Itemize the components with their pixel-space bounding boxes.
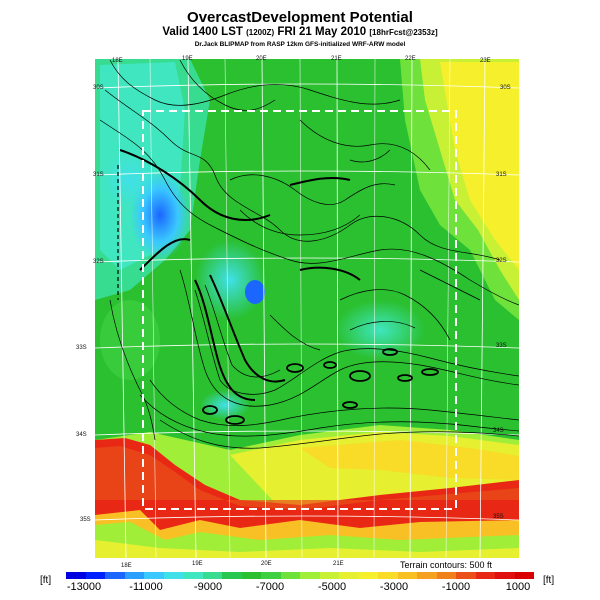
color-swatch (261, 572, 281, 579)
unit-label-left: [ft] (40, 575, 52, 586)
color-scale-tick-label: -13000 (66, 581, 102, 593)
color-swatch (202, 572, 222, 579)
color-scale-tick-label: -3000 (379, 581, 409, 593)
field-cyan-patch-south (200, 390, 250, 420)
field-green-west (100, 300, 160, 380)
color-swatch (397, 572, 417, 579)
color-swatch (436, 572, 456, 579)
field-yellow-northeast (440, 62, 519, 270)
top-lon-label-1: 18E (112, 58, 123, 64)
map-title: OvercastDevelopment Potential (187, 9, 413, 26)
right-lat-label-2: 31S (496, 172, 507, 178)
top-lon-label-6: 23E (480, 58, 491, 64)
color-swatch (222, 572, 242, 579)
inner-domain-box (142, 110, 457, 510)
right-lat-label-1: 30S (500, 85, 511, 91)
color-swatch (456, 572, 476, 579)
top-lon-label-4: 21E (331, 56, 342, 62)
color-swatch (339, 572, 359, 579)
color-swatch (66, 572, 86, 579)
color-scale-tick-label: -11000 (129, 581, 163, 593)
color-scale-tick-label: -5000 (317, 581, 347, 593)
bottom-lon-label-4: 21E (333, 561, 344, 567)
valid-forecast: [18hrFcst@2353z] (369, 28, 438, 37)
color-swatch (417, 572, 437, 579)
left-lat-label-5: 34S (76, 432, 87, 438)
terrain-contours-bold (119, 149, 361, 401)
field-green-strip (95, 522, 519, 558)
valid-date: FRI 21 May 2010 (277, 26, 367, 38)
model-credit: Dr.Jack BLIPMAP from RASP 12km GFS-initi… (194, 41, 406, 48)
color-swatch (319, 572, 339, 579)
terrain-peaks (202, 348, 439, 425)
left-lat-label-4: 33S (76, 345, 87, 351)
left-lat-label-1: 30S (93, 85, 104, 91)
bottom-lon-label-1: 18E (121, 563, 132, 569)
top-lon-label-5: 22E (405, 56, 416, 62)
color-swatch (241, 572, 261, 579)
unit-label-right: [ft] (543, 575, 555, 586)
right-lat-label-6: 35S (493, 514, 504, 520)
color-scale-tick-label: 1000 (505, 581, 531, 593)
terrain-contours (99, 59, 519, 449)
color-scale-tick-label: -7000 (255, 581, 285, 593)
left-lat-label-3: 32S (93, 259, 104, 265)
color-swatch (280, 572, 300, 579)
color-scale-tick-label: -9000 (193, 581, 223, 593)
field-gold-south (300, 440, 519, 480)
color-swatch (163, 572, 183, 579)
color-scale-bar (66, 572, 534, 579)
terrain-contour-note: Terrain contours: 500 ft (400, 560, 493, 570)
field-cyan-patch-central (195, 240, 265, 320)
color-swatch (475, 572, 495, 579)
valid-utc: (1200Z) (246, 28, 275, 37)
color-swatch (183, 572, 203, 579)
color-swatch (514, 572, 534, 579)
color-swatch (378, 572, 398, 579)
map-field (95, 59, 519, 558)
left-lat-label-6: 35S (80, 517, 91, 523)
valid-time-line: Valid 1400 LST (1200Z) FRI 21 May 2010 [… (0, 26, 600, 38)
color-swatch (144, 572, 164, 579)
top-lon-label-3: 20E (256, 56, 267, 62)
right-lat-label-5: 34S (493, 428, 504, 434)
field-orange-coast (95, 446, 519, 510)
field-teal-patch-east (335, 300, 425, 360)
field-blue-spot (245, 280, 265, 304)
color-swatch (124, 572, 144, 579)
field-cyan-patch-northwest (102, 152, 158, 208)
color-swatch (105, 572, 125, 579)
bottom-lon-label-3: 20E (261, 561, 272, 567)
color-swatch (300, 572, 320, 579)
color-scale-tick-label: -1000 (441, 581, 471, 593)
field-yellow-strip (95, 540, 519, 558)
right-lat-label-3: 32S (496, 258, 507, 264)
left-lat-label-2: 31S (93, 172, 104, 178)
color-swatch (495, 572, 515, 579)
right-lat-label-4: 33S (496, 343, 507, 349)
color-swatch (85, 572, 105, 579)
top-lon-label-2: 19E (182, 56, 193, 62)
valid-main: Valid 1400 LST (162, 26, 243, 38)
bottom-lon-label-2: 19E (192, 561, 203, 567)
color-swatch (358, 572, 378, 579)
